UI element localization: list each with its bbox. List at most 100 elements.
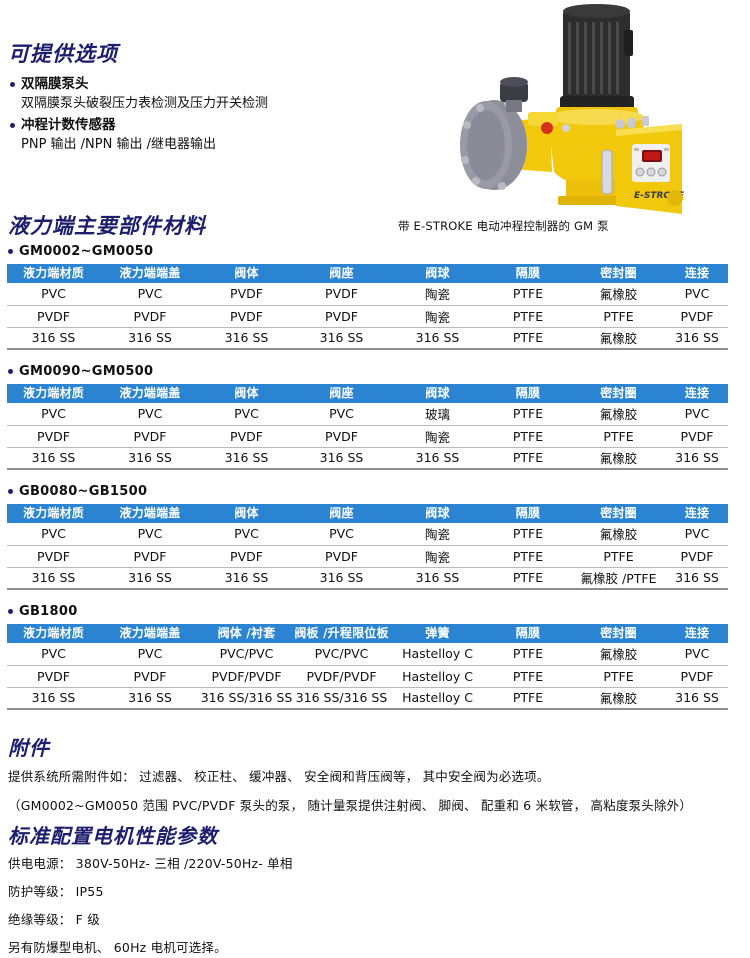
table-cell: 氟橡胶 bbox=[571, 403, 666, 426]
table-cell: Hastelloy C bbox=[390, 643, 485, 666]
column-header: 液力端材质 bbox=[7, 384, 100, 403]
table-cell: 316 SS bbox=[666, 567, 728, 590]
table-label: GB1800 bbox=[0, 604, 750, 619]
table-cell: PTFE bbox=[571, 425, 666, 448]
table-row: 316 SS 316 SS 316 SS 316 SS 316 SS PTFE … bbox=[7, 447, 728, 470]
table-cell: PVC bbox=[100, 643, 200, 666]
bullet-dot-icon bbox=[10, 123, 15, 128]
table-cell: PVC bbox=[666, 523, 728, 546]
table-label: GM0090~GM0500 bbox=[0, 364, 750, 379]
table-row: PVC PVC PVC/PVC PVC/PVC Hastelloy C PTFE… bbox=[7, 643, 728, 666]
column-header: 阀球 bbox=[390, 264, 485, 283]
table-cell: 316 SS bbox=[390, 327, 485, 350]
table-cell: 316 SS bbox=[100, 327, 200, 350]
column-header: 弹簧 bbox=[390, 624, 485, 643]
table-label-text: GM0090~GM0500 bbox=[19, 364, 154, 379]
table-cell: Hastelloy C bbox=[390, 687, 485, 710]
table-cell: PTFE bbox=[485, 687, 571, 710]
table-cell: PVC bbox=[200, 403, 293, 426]
table-cell: PVDF bbox=[666, 545, 728, 568]
table-cell: PVC bbox=[666, 403, 728, 426]
column-header: 隔膜 bbox=[485, 264, 571, 283]
table-cell: PVC bbox=[200, 523, 293, 546]
table-cell: PVDF bbox=[200, 305, 293, 328]
pump-photo-caption: 带 E-STROKE 电动冲程控制器的 GM 泵 bbox=[398, 219, 609, 233]
table-cell: PVDF bbox=[7, 425, 100, 448]
bullet-dot-icon bbox=[8, 489, 13, 494]
table-cell: PVDF bbox=[293, 545, 390, 568]
option-item-sub: 双隔膜泵头破裂压力表检测及压力开关检测 bbox=[21, 96, 269, 111]
table-cell: PTFE bbox=[485, 327, 571, 350]
column-header: 密封圈 bbox=[571, 624, 666, 643]
table-cell: 316 SS bbox=[100, 687, 200, 710]
column-header: 连接 bbox=[666, 384, 728, 403]
column-header: 隔膜 bbox=[485, 624, 571, 643]
table-cell: PVDF bbox=[100, 425, 200, 448]
table-cell: 316 SS bbox=[7, 687, 100, 710]
table-label: GB0080~GB1500 bbox=[0, 484, 750, 499]
table-cell: PVDF bbox=[100, 305, 200, 328]
table-cell: 316 SS bbox=[666, 687, 728, 710]
table-row: PVDF PVDF PVDF PVDF 陶瓷 PTFE PTFE PVDF bbox=[7, 305, 728, 328]
table-cell: 316 SS bbox=[390, 447, 485, 470]
column-header: 液力端端盖 bbox=[100, 624, 200, 643]
table-cell: PTFE bbox=[571, 665, 666, 688]
table-cell: 陶瓷 bbox=[390, 523, 485, 546]
table-cell: 316 SS bbox=[200, 447, 293, 470]
table-cell: 氟橡胶 bbox=[571, 283, 666, 306]
table-label-text: GB1800 bbox=[19, 604, 78, 619]
column-header: 连接 bbox=[666, 624, 728, 643]
column-header: 连接 bbox=[666, 264, 728, 283]
table-cell: PVDF bbox=[293, 425, 390, 448]
table-cell: 氟橡胶 bbox=[571, 523, 666, 546]
table-cell: 316 SS bbox=[7, 567, 100, 590]
table-cell: 氟橡胶 bbox=[571, 643, 666, 666]
table-cell: 玻璃 bbox=[390, 403, 485, 426]
table-cell: PTFE bbox=[485, 523, 571, 546]
table-cell: 316 SS bbox=[100, 447, 200, 470]
materials-table: 液力端材质 液力端端盖 阀体 阀座 阀球 隔膜 密封圈 连接 PVC PVC P bbox=[7, 384, 728, 470]
table-cell: PVC bbox=[100, 523, 200, 546]
material-table-group: GB1800 液力端材质 液力端端盖 阀体 /衬套 阀板 /升程限位板 弹簧 隔… bbox=[0, 604, 750, 710]
table-cell: PVC bbox=[7, 523, 100, 546]
table-cell: PVDF bbox=[666, 305, 728, 328]
table-cell: 陶瓷 bbox=[390, 545, 485, 568]
table-label-text: GB0080~GB1500 bbox=[19, 484, 148, 499]
column-header: 阀体 bbox=[200, 384, 293, 403]
bullet-dot-icon bbox=[10, 82, 15, 87]
option-item-bullet: 双隔膜泵头 bbox=[8, 75, 428, 94]
table-cell: PVC bbox=[100, 403, 200, 426]
material-table-group: GB0080~GB1500 液力端材质 液力端端盖 阀体 阀座 阀球 隔膜 密封… bbox=[0, 484, 750, 590]
table-row: PVDF PVDF PVDF/PVDF PVDF/PVDF Hastelloy … bbox=[7, 665, 728, 688]
table-row: PVC PVC PVC PVC 陶瓷 PTFE 氟橡胶 PVC bbox=[7, 523, 728, 546]
table-row: 316 SS 316 SS 316 SS 316 SS 316 SS PTFE … bbox=[7, 567, 728, 590]
table-cell: PTFE bbox=[485, 447, 571, 470]
table-label: GM0002~GM0050 bbox=[0, 244, 750, 259]
column-header: 阀座 bbox=[293, 384, 390, 403]
table-header-row: 液力端材质 液力端端盖 阀体 阀座 阀球 隔膜 密封圈 连接 bbox=[7, 264, 728, 283]
accessories-title: 附件 bbox=[8, 736, 50, 760]
table-cell: PVDF bbox=[200, 425, 293, 448]
column-header: 密封圈 bbox=[571, 504, 666, 523]
table-row: PVC PVC PVC PVC 玻璃 PTFE 氟橡胶 PVC bbox=[7, 403, 728, 426]
table-cell: PVC bbox=[666, 283, 728, 306]
options-title: 可提供选项 bbox=[8, 42, 118, 66]
motor-line-1: 供电电源： 380V-50Hz- 三相 /220V-50Hz- 单相 bbox=[8, 856, 293, 871]
table-cell: PVDF/PVDF bbox=[200, 665, 293, 688]
pump-photo: E-STROKE bbox=[420, 0, 750, 230]
table-cell: 陶瓷 bbox=[390, 283, 485, 306]
bullet-dot-icon bbox=[8, 369, 13, 374]
table-cell: PVC/PVC bbox=[293, 643, 390, 666]
materials-tables: GM0002~GM0050 液力端材质 液力端端盖 阀体 阀座 阀球 隔膜 密封… bbox=[0, 244, 750, 724]
accessories-line-2: （GM0002~GM0050 范围 PVC/PVDF 泵头的泵， 随计量泵提供注… bbox=[8, 798, 693, 813]
column-header: 液力端端盖 bbox=[100, 264, 200, 283]
table-cell: PTFE bbox=[485, 545, 571, 568]
table-cell: 氟橡胶 bbox=[571, 447, 666, 470]
bullet-dot-icon bbox=[8, 609, 13, 614]
column-header: 密封圈 bbox=[571, 264, 666, 283]
table-cell: PVC bbox=[7, 403, 100, 426]
table-header-row: 液力端材质 液力端端盖 阀体 阀座 阀球 隔膜 密封圈 连接 bbox=[7, 384, 728, 403]
column-header: 阀球 bbox=[390, 384, 485, 403]
table-cell: PVDF bbox=[7, 545, 100, 568]
